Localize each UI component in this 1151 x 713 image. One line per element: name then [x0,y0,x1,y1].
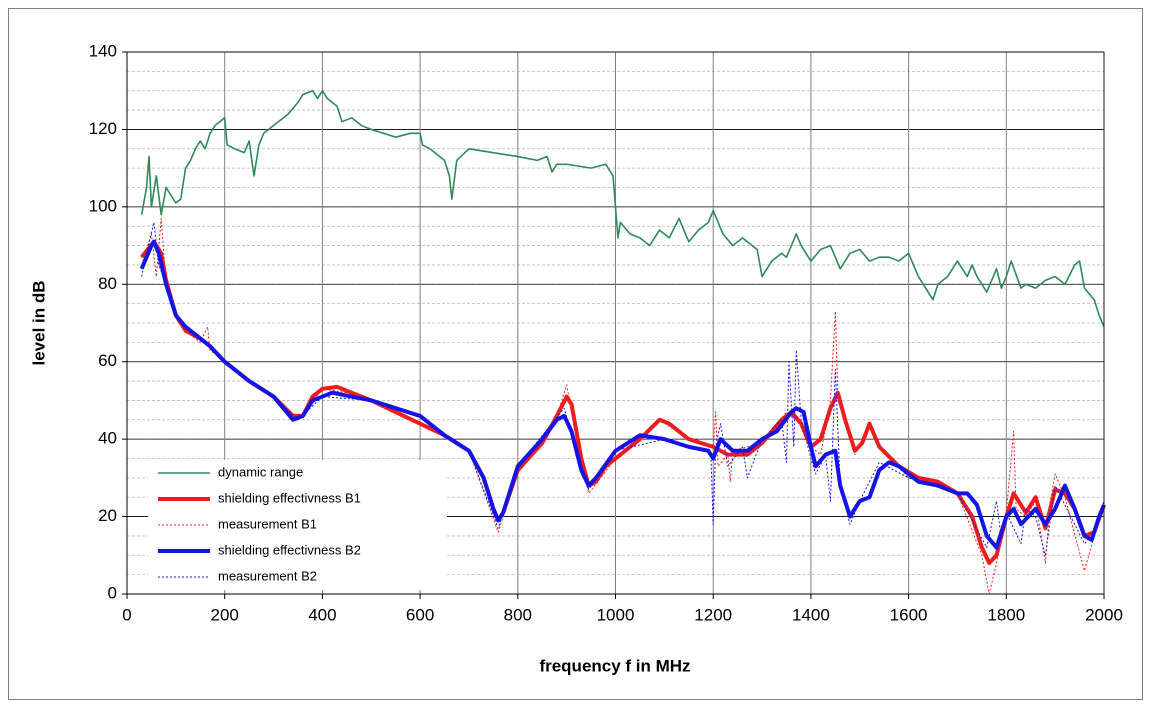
y-axis-title: level in dB [29,280,48,365]
x-tick-label: 1200 [694,605,732,624]
series-line [141,217,1105,595]
series-line [141,221,1105,556]
legend-label: dynamic range [218,464,303,479]
x-tick-label: 1600 [890,605,928,624]
x-tick-label: 800 [504,605,532,624]
legend-label: shielding effectivness B1 [218,490,361,505]
y-tick-label: 0 [108,583,117,602]
legend: dynamic range shielding effectivness B1 me… [148,460,447,590]
x-tick-label: 1800 [987,605,1025,624]
x-tick-label: 600 [406,605,434,624]
x-tick-label: 1000 [597,605,635,624]
legend-label: measurement B1 [218,516,317,531]
x-tick-label: 200 [211,605,239,624]
plot-frame [126,51,1105,595]
y-tick-label: 140 [89,41,117,60]
y-tick-label: 60 [98,351,117,370]
x-tick-label: 2000 [1085,605,1123,624]
series-line [140,89,1105,328]
y-tick-label: 80 [98,274,117,293]
y-tick-label: 120 [89,119,117,138]
legend-label: shielding effectivness B2 [218,542,361,557]
x-tick-label: 0 [122,605,131,624]
y-tick-label: 100 [89,196,117,215]
x-tick-label: 1400 [792,605,830,624]
legend-label: measurement B2 [218,568,317,583]
x-tick-label: 400 [308,605,336,624]
y-tick-label: 20 [98,506,117,525]
y-tick-label: 40 [98,429,117,448]
legend-box [148,460,447,590]
x-axis-title: frequency f in MHz [539,656,690,675]
